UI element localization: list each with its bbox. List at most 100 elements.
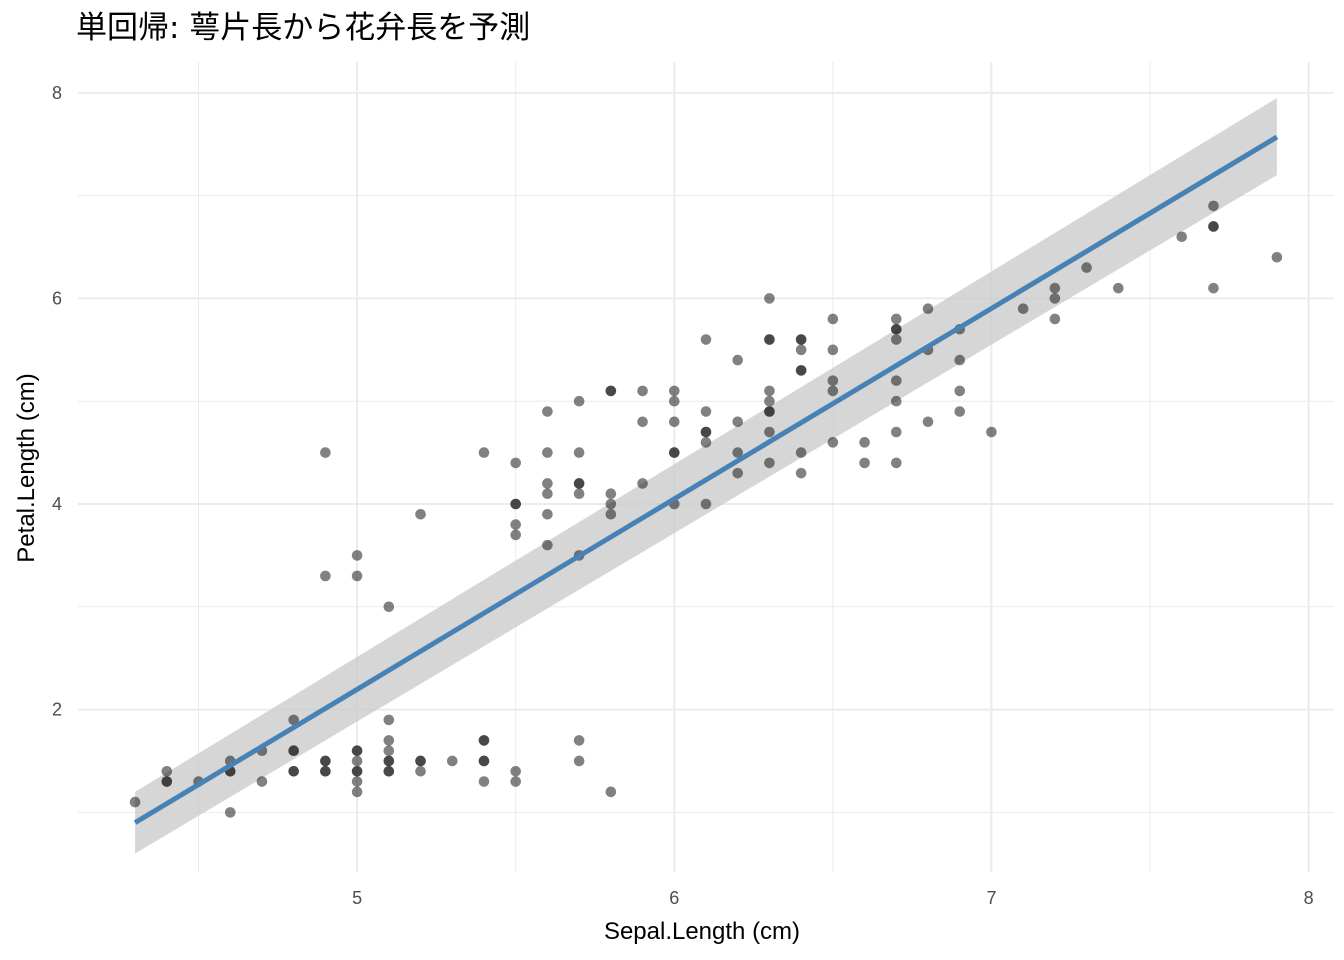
data-point xyxy=(320,447,331,458)
data-point xyxy=(542,478,553,489)
data-point xyxy=(288,745,299,757)
data-point xyxy=(922,416,934,428)
data-point xyxy=(288,765,299,777)
confidence-band xyxy=(135,97,1277,854)
data-point xyxy=(351,745,363,757)
regression-line xyxy=(133,134,1279,825)
data-point xyxy=(446,755,458,767)
y-tick-label: 2 xyxy=(52,700,62,720)
data-point xyxy=(827,385,839,397)
data-point xyxy=(859,457,870,469)
data-point xyxy=(510,765,521,777)
data-point xyxy=(668,447,680,458)
data-point xyxy=(891,334,902,345)
data-point xyxy=(383,755,395,767)
data-point xyxy=(256,776,268,787)
data-point xyxy=(1049,313,1061,325)
data-point xyxy=(542,539,553,551)
data-point xyxy=(795,447,807,458)
data-point xyxy=(351,755,363,767)
data-point xyxy=(605,385,617,397)
data-point xyxy=(224,807,236,818)
data-point xyxy=(161,765,173,777)
data-point xyxy=(637,478,648,489)
data-point xyxy=(764,406,775,417)
data-point xyxy=(1271,252,1283,263)
data-point xyxy=(383,601,395,613)
data-point xyxy=(478,447,490,458)
data-point xyxy=(1176,231,1188,243)
x-tick-label: 7 xyxy=(986,888,996,908)
data-point xyxy=(415,765,426,777)
y-axis-title: Petal.Length (cm) xyxy=(13,373,40,562)
data-point xyxy=(478,755,490,767)
data-point xyxy=(573,735,585,746)
data-point xyxy=(1208,200,1219,212)
y-tick-label: 4 xyxy=(52,494,62,514)
data-point xyxy=(605,508,617,520)
data-point xyxy=(510,529,521,541)
data-point xyxy=(1208,221,1219,232)
data-point xyxy=(605,488,617,500)
data-point xyxy=(859,437,870,448)
data-point xyxy=(668,416,680,428)
data-point xyxy=(383,735,395,746)
data-point xyxy=(1208,282,1219,294)
data-point xyxy=(415,755,426,767)
data-point xyxy=(732,447,744,458)
data-point xyxy=(478,776,490,787)
data-point xyxy=(827,375,839,386)
x-tick-labels: 5 6 7 8 xyxy=(352,888,1314,908)
data-point xyxy=(320,570,331,582)
data-point xyxy=(827,313,839,325)
y-tick-labels: 2 4 6 8 xyxy=(52,83,62,720)
chart-title: 単回帰: 萼片長から花弁長を予測 xyxy=(76,10,530,46)
data-point xyxy=(637,385,648,397)
data-point xyxy=(573,447,585,458)
x-tick-label: 5 xyxy=(352,888,362,908)
data-point xyxy=(320,755,331,767)
data-point xyxy=(700,498,712,510)
data-point xyxy=(383,745,395,757)
data-point xyxy=(891,375,902,386)
data-point xyxy=(795,334,807,345)
data-point xyxy=(510,498,521,510)
data-point xyxy=(700,406,712,417)
data-point xyxy=(764,334,775,345)
data-point xyxy=(891,313,902,325)
data-point xyxy=(891,323,902,335)
y-tick-label: 6 xyxy=(52,288,62,308)
data-point xyxy=(986,426,997,438)
data-point xyxy=(700,437,712,448)
data-point xyxy=(415,508,426,520)
data-point xyxy=(605,498,617,510)
data-point xyxy=(351,765,363,777)
data-point xyxy=(510,776,521,787)
data-point xyxy=(288,714,299,726)
confidence-band-layer xyxy=(135,97,1277,854)
data-point xyxy=(573,395,585,407)
data-point xyxy=(668,385,680,397)
data-point xyxy=(351,776,363,787)
data-point xyxy=(795,467,807,479)
data-point xyxy=(891,426,902,438)
data-point xyxy=(542,406,553,417)
data-point xyxy=(1113,282,1124,294)
data-point xyxy=(351,786,363,798)
data-point xyxy=(1049,293,1061,304)
data-point xyxy=(827,437,839,448)
data-point xyxy=(351,570,363,582)
data-point xyxy=(700,426,712,438)
data-point xyxy=(542,508,553,520)
data-point xyxy=(161,776,173,787)
data-point xyxy=(1081,262,1092,273)
data-point xyxy=(573,478,585,489)
data-point xyxy=(827,344,839,356)
data-point xyxy=(129,796,141,808)
data-point xyxy=(1049,282,1061,294)
data-point xyxy=(954,406,966,417)
x-axis-title: Sepal.Length (cm) xyxy=(604,918,800,945)
data-point xyxy=(383,765,395,777)
data-point xyxy=(573,488,585,500)
